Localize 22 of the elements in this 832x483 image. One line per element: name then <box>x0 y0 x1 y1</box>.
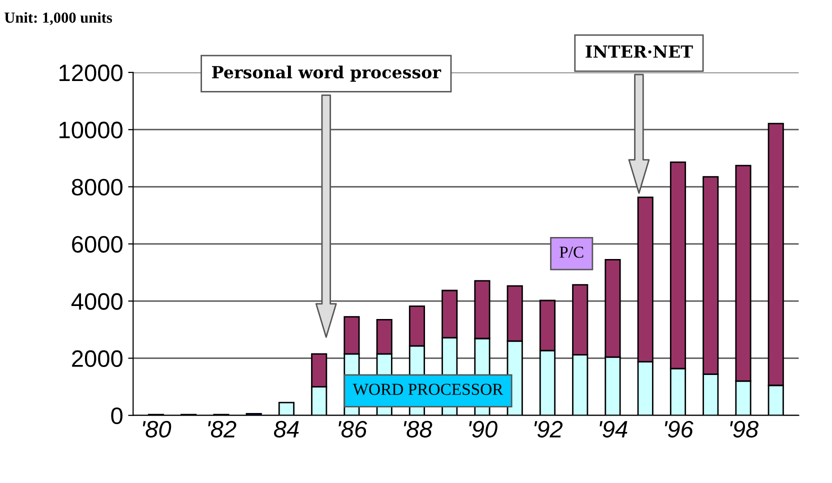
series-label: P/C <box>560 246 584 258</box>
x-tick-label: '86 <box>338 420 368 438</box>
x-tick-label: '82 <box>208 420 236 438</box>
y-tick-label: 12000 <box>60 64 122 82</box>
x-tick-label: '92 <box>534 420 563 438</box>
y-tick-label: 8000 <box>72 178 122 196</box>
x-tick-label: '94 <box>600 420 628 438</box>
x-tick-label: '80 <box>142 420 172 438</box>
y-axis-title: Unit: 1,000 units <box>4 12 112 26</box>
x-tick-label: '98 <box>730 420 758 438</box>
y-tick-label: 2000 <box>72 350 122 368</box>
y-tick-label: 0 <box>111 407 122 424</box>
x-tick-label: 84 <box>274 420 299 438</box>
x-tick-label: '96 <box>664 420 694 438</box>
annotation: Personal word processor <box>212 66 442 82</box>
x-tick-label: '90 <box>469 420 498 438</box>
text: INTER·NET <box>586 46 693 58</box>
y-tick-label: 10000 <box>60 122 122 138</box>
series-label: WORD PROCESSOR <box>352 384 504 396</box>
x-tick-label: '88 <box>404 420 432 438</box>
y-tick-label: 6000 <box>72 236 122 253</box>
y-tick-label: 4000 <box>71 293 122 310</box>
